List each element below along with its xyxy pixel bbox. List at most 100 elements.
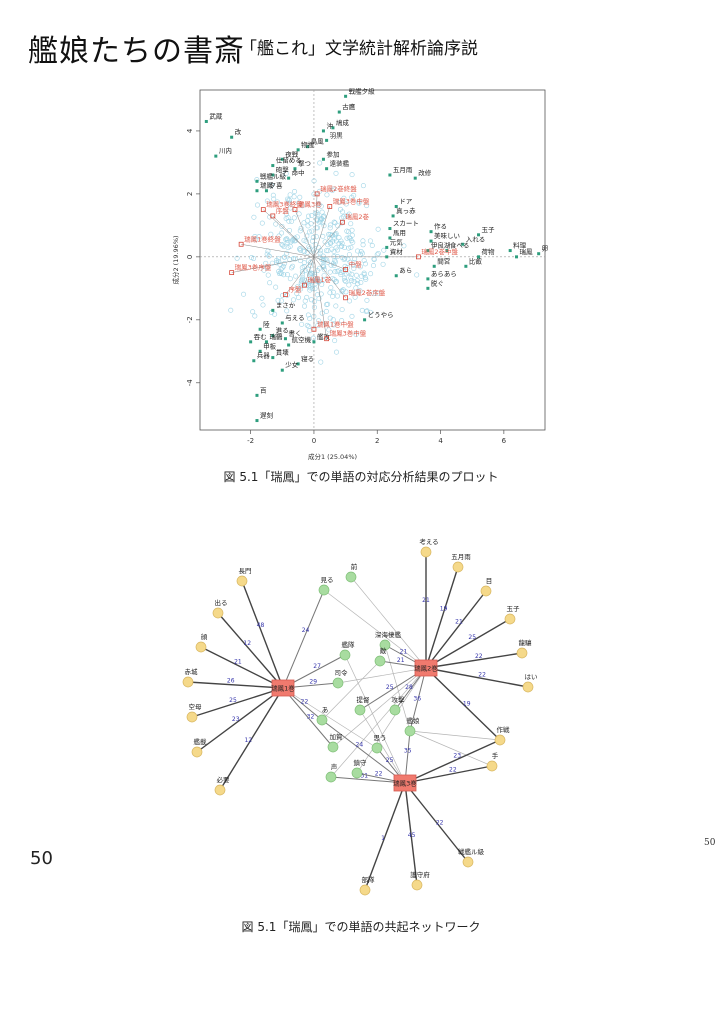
edge-weight: 21 — [422, 597, 430, 604]
word-node — [332, 677, 344, 689]
background-point — [353, 285, 359, 291]
background-point — [304, 233, 310, 239]
word-node — [351, 767, 363, 779]
network-link — [409, 730, 501, 741]
network-edge — [404, 730, 411, 784]
word-label: 戦艦ル級 — [260, 171, 287, 180]
word-label: 資材 — [390, 247, 404, 256]
word-node-label: あ — [322, 706, 329, 714]
background-point — [349, 313, 355, 319]
edge-weight: 19 — [463, 701, 471, 708]
background-point — [332, 220, 338, 226]
word-point — [344, 94, 348, 98]
background-point — [351, 192, 357, 198]
edge-weight: 1 — [381, 835, 385, 842]
chapter-node — [393, 774, 417, 792]
x-tick-label: 6 — [502, 437, 507, 445]
word-point — [477, 233, 481, 237]
word-node — [359, 884, 371, 896]
code-arrow — [231, 256, 314, 273]
word-node — [379, 639, 391, 651]
word-label: 古鷹 — [342, 102, 356, 111]
background-point — [367, 238, 373, 244]
background-point — [333, 238, 339, 244]
background-point — [271, 196, 277, 202]
background-point — [294, 234, 300, 240]
word-node — [480, 585, 492, 597]
background-point — [319, 282, 325, 288]
background-point — [381, 247, 387, 253]
word-label: 伊良湖 — [431, 241, 451, 250]
background-point — [304, 218, 310, 224]
background-point — [286, 218, 292, 224]
code-point — [340, 219, 345, 225]
network-edge — [187, 681, 284, 689]
word-node — [186, 711, 198, 723]
word-point — [204, 119, 208, 123]
code-point — [311, 326, 317, 332]
edge-weight: 24 — [356, 741, 364, 748]
background-point — [251, 214, 257, 220]
background-point — [291, 194, 297, 200]
background-point — [264, 251, 270, 257]
word-node-label: 赤城 — [185, 668, 199, 676]
background-point — [333, 232, 339, 238]
background-point — [269, 260, 275, 266]
background-point — [317, 250, 323, 256]
word-label: 羽黒 — [330, 131, 344, 139]
background-point — [332, 338, 338, 344]
network-link — [350, 576, 427, 669]
word-point — [255, 393, 259, 397]
background-point — [274, 199, 280, 205]
background-point — [297, 246, 303, 252]
background-point — [297, 194, 303, 200]
word-node-label: 声 — [331, 762, 338, 771]
code-arrow — [241, 244, 314, 258]
edge-weight: 22 — [436, 819, 444, 826]
word-label: 元気 — [390, 237, 404, 246]
background-point — [327, 225, 333, 231]
background-point — [333, 170, 339, 176]
word-node-label: 空母 — [189, 702, 203, 711]
background-point — [234, 255, 240, 261]
word-point — [258, 327, 262, 331]
code-arrow — [285, 256, 315, 295]
cooccurrence-network: 4812212625231224272922322119212522221921… — [182, 538, 538, 896]
code-point — [260, 207, 266, 213]
background-point — [292, 256, 298, 262]
edge-weight: 35 — [404, 747, 412, 754]
code-arrow — [313, 256, 327, 339]
word-label: 真っ赤 — [396, 206, 416, 215]
background-point — [302, 298, 308, 304]
network-edge — [425, 667, 501, 741]
word-point — [271, 334, 275, 338]
chapter-node-label: 瑞鳳2巻 — [414, 664, 438, 673]
word-point — [287, 343, 291, 347]
background-point — [350, 262, 356, 268]
word-node-label: 思う — [374, 734, 387, 742]
y-tick-label: -2 — [186, 316, 194, 323]
background-point — [347, 298, 353, 304]
word-label: 撃つ — [298, 159, 311, 168]
background-point — [333, 231, 339, 237]
background-point — [318, 291, 324, 297]
word-point — [394, 274, 398, 278]
background-point — [315, 323, 321, 329]
edge-weight: 22 — [478, 671, 486, 678]
word-node-label: 司令 — [335, 668, 349, 677]
background-point — [312, 211, 318, 217]
word-point — [515, 255, 519, 259]
background-point — [351, 259, 357, 265]
word-node-label: 考える — [419, 538, 438, 546]
background-point — [326, 327, 332, 333]
word-label: どうやら — [368, 311, 394, 319]
network-edge — [409, 667, 427, 732]
background-point — [311, 304, 317, 310]
background-point — [339, 243, 345, 249]
word-point — [426, 286, 430, 290]
word-point — [508, 249, 512, 253]
background-point — [333, 279, 339, 285]
word-point — [477, 255, 481, 259]
word-node-label: 必要 — [217, 775, 231, 784]
word-node-label: はい — [525, 673, 538, 681]
